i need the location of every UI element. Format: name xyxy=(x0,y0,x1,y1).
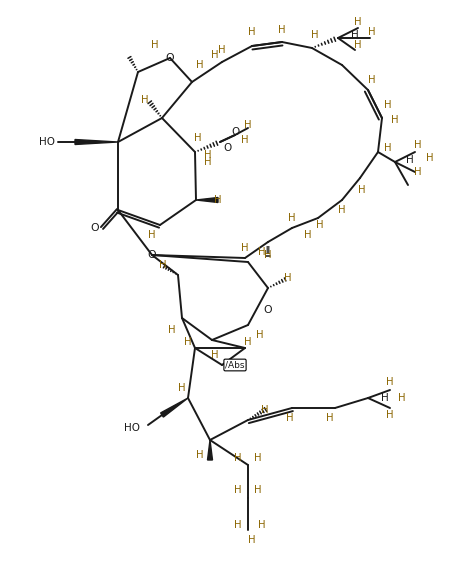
Text: H: H xyxy=(278,25,286,35)
Text: O: O xyxy=(166,53,174,63)
Text: H: H xyxy=(426,153,434,163)
Text: H: H xyxy=(194,133,202,143)
Text: H: H xyxy=(184,337,192,347)
Text: H: H xyxy=(234,485,242,495)
Text: H: H xyxy=(178,383,186,393)
Text: H: H xyxy=(248,27,256,37)
Text: H: H xyxy=(211,50,219,60)
Text: H: H xyxy=(258,520,266,530)
Text: H: H xyxy=(284,273,292,283)
Text: H: H xyxy=(368,75,376,85)
Text: H: H xyxy=(241,135,249,145)
Text: H: H xyxy=(258,247,266,257)
Text: /Abs: /Abs xyxy=(225,360,245,370)
Text: H: H xyxy=(214,195,222,205)
Text: O: O xyxy=(224,143,232,153)
Text: H: H xyxy=(168,325,176,335)
Text: H: H xyxy=(244,337,252,347)
Text: H: H xyxy=(204,157,212,167)
Text: H: H xyxy=(141,95,149,105)
Text: H: H xyxy=(196,450,204,460)
Text: H: H xyxy=(288,213,296,223)
Text: H: H xyxy=(384,143,392,153)
Text: H: H xyxy=(254,485,262,495)
Text: H: H xyxy=(261,405,269,415)
Text: H: H xyxy=(286,413,294,423)
Text: H: H xyxy=(384,100,392,110)
Text: H: H xyxy=(264,250,272,260)
Text: H: H xyxy=(254,453,262,463)
Polygon shape xyxy=(196,197,218,203)
Text: H: H xyxy=(211,350,219,360)
Text: O: O xyxy=(148,250,156,260)
Text: H: H xyxy=(391,115,399,125)
Polygon shape xyxy=(207,440,213,460)
Polygon shape xyxy=(75,140,118,144)
Polygon shape xyxy=(161,398,188,417)
Text: H: H xyxy=(406,155,414,165)
Text: H: H xyxy=(338,205,346,215)
Text: H: H xyxy=(414,140,422,150)
Text: H: H xyxy=(218,45,226,55)
Text: H: H xyxy=(351,30,359,40)
Text: HO: HO xyxy=(124,423,140,433)
Text: H: H xyxy=(398,393,406,403)
Text: HO: HO xyxy=(39,137,55,147)
Text: O: O xyxy=(91,223,99,233)
Text: H: H xyxy=(354,17,362,27)
Text: H: H xyxy=(326,413,334,423)
Text: O: O xyxy=(264,305,272,315)
Text: H: H xyxy=(244,120,252,130)
Text: H: H xyxy=(151,40,159,50)
Text: H: H xyxy=(358,185,366,195)
Text: H: H xyxy=(148,230,156,240)
Text: H: H xyxy=(316,220,324,230)
Text: H: H xyxy=(234,453,242,463)
Text: H: H xyxy=(304,230,312,240)
Text: H: H xyxy=(256,330,264,340)
Text: H: H xyxy=(241,243,249,253)
Text: H: H xyxy=(386,377,394,387)
Text: H: H xyxy=(196,60,204,70)
Text: H: H xyxy=(234,520,242,530)
Text: H: H xyxy=(159,260,167,270)
Text: H: H xyxy=(414,167,422,177)
Text: H: H xyxy=(354,40,362,50)
Text: O: O xyxy=(231,127,239,137)
Text: H: H xyxy=(386,410,394,420)
Text: H: H xyxy=(381,393,389,403)
Text: H: H xyxy=(248,535,256,545)
Text: H: H xyxy=(204,150,212,160)
Text: H: H xyxy=(311,30,319,40)
Text: H: H xyxy=(368,27,376,37)
